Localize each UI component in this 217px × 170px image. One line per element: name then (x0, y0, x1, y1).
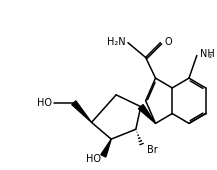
Polygon shape (72, 101, 92, 122)
Text: HO: HO (86, 154, 101, 164)
Polygon shape (138, 105, 156, 123)
Text: O: O (164, 37, 172, 47)
Polygon shape (101, 139, 111, 157)
Text: Br: Br (147, 145, 157, 155)
Text: H₂N: H₂N (107, 37, 126, 47)
Text: ₂: ₂ (209, 51, 212, 60)
Text: HO: HO (37, 98, 52, 108)
Text: NH: NH (200, 48, 215, 58)
